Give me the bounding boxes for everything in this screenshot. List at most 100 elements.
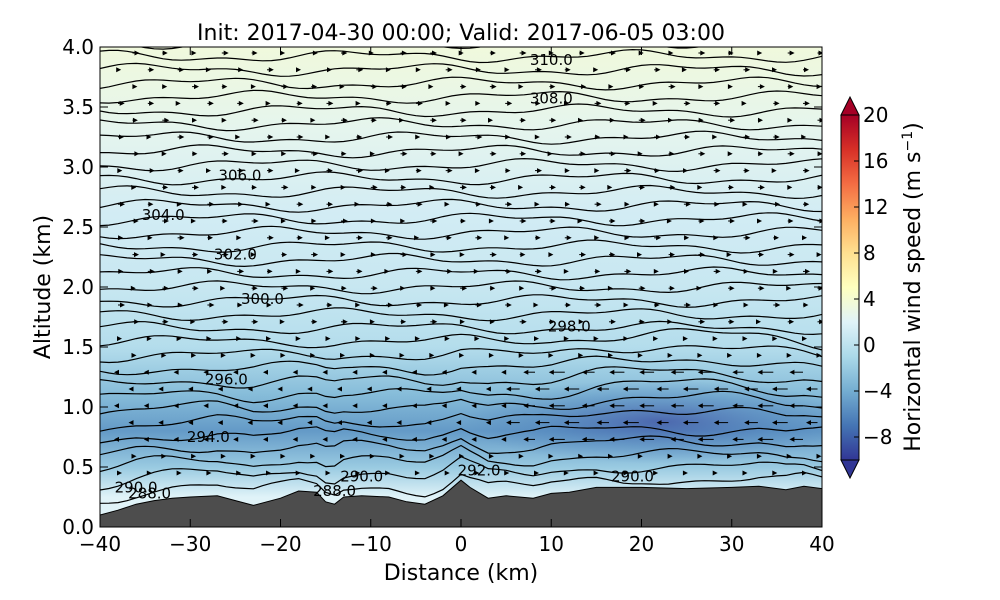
wind-arrow — [607, 184, 613, 190]
wind-arrow — [352, 369, 358, 375]
wind-arrow — [327, 168, 333, 174]
wind-arrow — [625, 100, 631, 106]
wind-arrow — [217, 420, 223, 426]
isentrope-line — [100, 327, 822, 351]
wind-arrow — [666, 218, 672, 224]
wind-arrow — [535, 235, 541, 241]
wind-arrow — [804, 168, 810, 174]
x-tick-label: −40 — [79, 532, 121, 556]
colorbar-label-suffix: ) — [901, 122, 926, 131]
wind-arrow — [729, 285, 735, 291]
wind-arrow — [441, 403, 447, 409]
wind-arrow — [161, 352, 167, 358]
wind-arrow — [536, 268, 542, 274]
wind-arrow — [162, 50, 168, 56]
wind-arrow — [670, 252, 675, 258]
wind-arrow — [114, 369, 119, 375]
wind-arrow — [179, 235, 185, 241]
wind-arrow — [208, 100, 214, 106]
wind-arrow — [593, 336, 599, 342]
wind-arrow — [311, 218, 317, 224]
wind-arrow — [310, 285, 316, 291]
wind-arrow — [445, 100, 451, 106]
wind-arrow — [506, 386, 512, 392]
wind-arrow — [292, 436, 298, 442]
isentrope-line — [100, 444, 822, 473]
x-tick-label: 0 — [455, 532, 468, 556]
wind-arrow — [742, 201, 748, 207]
wind-arrow — [343, 218, 348, 224]
wind-arrow — [684, 235, 690, 241]
wind-arrow — [566, 235, 572, 241]
wind-arrow — [223, 252, 229, 258]
wind-arrow — [519, 285, 525, 291]
wind-arrow — [459, 453, 465, 459]
wind-arrow — [743, 302, 749, 308]
wind-arrow — [297, 235, 303, 241]
contour-label: 290.0 — [340, 468, 383, 486]
wind-vectors — [114, 50, 822, 476]
wind-arrow — [411, 369, 417, 375]
wind-arrow — [474, 470, 480, 476]
wind-arrow — [162, 84, 168, 90]
wind-arrow — [520, 252, 526, 258]
wind-arrow — [505, 168, 511, 174]
contour-label: 288.0 — [313, 482, 356, 500]
wind-arrow — [399, 453, 405, 459]
wind-arrow — [685, 302, 691, 308]
wind-arrow — [563, 386, 569, 392]
wind-arrow — [117, 470, 122, 476]
wind-arrow — [177, 268, 183, 274]
wind-arrow — [683, 168, 688, 174]
wind-arrow — [580, 184, 586, 190]
contour-labels: 310.0 308.0 306.0 304.0 302.0 300.0 298.0 296.0… — [115, 51, 654, 502]
wind-arrow — [489, 319, 495, 325]
wind-arrow — [744, 168, 750, 174]
wind-arrow — [387, 302, 393, 308]
wind-arrow — [176, 470, 182, 476]
wind-arrow — [173, 436, 179, 442]
y-tick-label: 3.0 — [62, 155, 94, 179]
colorbar-label: Horizontal wind speed (m s−1) — [900, 122, 926, 452]
wind-arrow — [537, 168, 542, 174]
x-tick-label: 10 — [539, 532, 564, 556]
wind-arrow — [789, 151, 795, 157]
x-axis-title: Distance (km) — [384, 561, 539, 586]
wind-arrow — [217, 386, 223, 392]
wind-arrow — [149, 168, 155, 174]
contour-label: 292.0 — [458, 462, 501, 480]
x-tick-label: −30 — [169, 532, 211, 556]
wind-arrow — [190, 218, 196, 224]
wind-arrow — [805, 268, 810, 274]
wind-arrow — [417, 302, 423, 308]
wind-arrow — [594, 168, 600, 174]
wind-arrow — [656, 386, 662, 392]
wind-arrow — [730, 117, 736, 123]
wind-arrow — [280, 453, 286, 459]
wind-arrow — [283, 184, 289, 190]
wind-arrow — [596, 420, 602, 426]
wind-arrow — [459, 352, 465, 358]
wind-arrow — [235, 134, 241, 140]
wind-arrow — [727, 151, 733, 157]
wind-arrow — [132, 117, 138, 123]
wind-arrow — [726, 252, 732, 258]
colorbar-tick-label: 20 — [863, 103, 888, 127]
contour-label: 300.0 — [241, 290, 284, 308]
wind-arrow — [280, 352, 286, 358]
wind-arrow — [417, 268, 423, 274]
wind-arrow — [653, 268, 659, 274]
wind-arrow — [596, 100, 602, 106]
wind-arrow — [357, 134, 363, 140]
wind-arrow — [550, 84, 556, 90]
wind-arrow — [818, 50, 822, 56]
wind-arrow — [368, 50, 374, 56]
wind-arrow — [307, 386, 313, 392]
wind-arrow — [639, 369, 645, 375]
wind-arrow — [816, 84, 822, 90]
x-tick-label: 30 — [719, 532, 744, 556]
wind-arrow — [759, 184, 765, 190]
wind-arrow — [700, 50, 706, 56]
wind-arrow — [263, 436, 268, 442]
wind-arrow — [370, 252, 376, 258]
